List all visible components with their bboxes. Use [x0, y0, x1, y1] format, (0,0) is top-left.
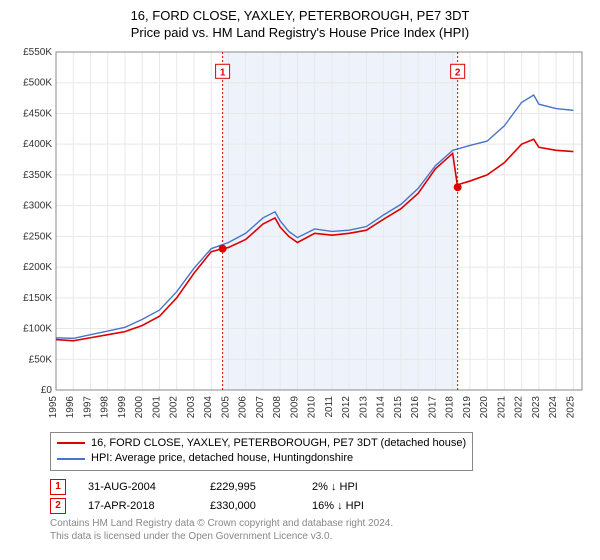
svg-text:£550K: £550K [23, 47, 52, 58]
svg-text:2005: 2005 [220, 395, 231, 418]
svg-text:2010: 2010 [307, 395, 318, 418]
title-line2: Price paid vs. HM Land Registry's House … [12, 25, 588, 42]
footer-attribution: Contains HM Land Registry data © Crown c… [50, 517, 588, 543]
svg-text:2025: 2025 [565, 395, 576, 418]
svg-text:1996: 1996 [65, 395, 76, 418]
title-line1: 16, FORD CLOSE, YAXLEY, PETERBOROUGH, PE… [12, 8, 588, 25]
transaction-row: 2 17-APR-2018 £330,000 16% ↓ HPI [50, 498, 588, 514]
legend-label: 16, FORD CLOSE, YAXLEY, PETERBOROUGH, PE… [91, 436, 466, 451]
svg-text:2016: 2016 [410, 395, 421, 418]
svg-text:£200K: £200K [23, 262, 52, 273]
svg-text:2006: 2006 [238, 395, 249, 418]
transactions-table: 1 31-AUG-2004 £229,995 2% ↓ HPI 2 17-APR-2018… [50, 479, 588, 514]
footer-line1: Contains HM Land Registry data © Crown c… [50, 517, 588, 530]
svg-text:1: 1 [220, 67, 226, 78]
chart-title: 16, FORD CLOSE, YAXLEY, PETERBOROUGH, PE… [12, 8, 588, 42]
svg-text:1995: 1995 [48, 395, 59, 418]
svg-text:1998: 1998 [100, 395, 111, 418]
svg-text:2003: 2003 [186, 395, 197, 418]
svg-text:£50K: £50K [29, 354, 53, 365]
svg-text:2000: 2000 [134, 395, 145, 418]
footer-line2: This data is licensed under the Open Gov… [50, 530, 588, 543]
legend-row: HPI: Average price, detached house, Hunt… [57, 451, 466, 466]
svg-text:£150K: £150K [23, 293, 52, 304]
transaction-date: 17-APR-2018 [88, 500, 188, 512]
chart-plot: £0 £50K £100K £150K £200K £250K £300K £350K £400… [12, 46, 588, 426]
transaction-delta: 16% ↓ HPI [312, 500, 364, 512]
svg-text:2015: 2015 [393, 395, 404, 418]
svg-text:£350K: £350K [23, 170, 52, 181]
legend-swatch [57, 458, 85, 460]
svg-text:2002: 2002 [169, 395, 180, 418]
svg-text:£0: £0 [41, 385, 53, 396]
svg-text:2011: 2011 [324, 395, 335, 417]
transaction-marker: 1 [50, 479, 66, 495]
svg-text:2019: 2019 [462, 395, 473, 418]
legend-label: HPI: Average price, detached house, Hunt… [91, 451, 353, 466]
svg-text:2007: 2007 [255, 395, 266, 418]
svg-text:2023: 2023 [531, 395, 542, 418]
svg-text:2004: 2004 [203, 395, 214, 418]
svg-text:2021: 2021 [496, 395, 507, 418]
chart-container: 16, FORD CLOSE, YAXLEY, PETERBOROUGH, PE… [0, 0, 600, 560]
transaction-price: £229,995 [210, 481, 290, 493]
svg-text:1997: 1997 [82, 395, 93, 418]
transaction-row: 1 31-AUG-2004 £229,995 2% ↓ HPI [50, 479, 588, 495]
svg-text:2022: 2022 [514, 395, 525, 418]
svg-text:£250K: £250K [23, 231, 52, 242]
svg-text:2012: 2012 [341, 395, 352, 418]
legend: 16, FORD CLOSE, YAXLEY, PETERBOROUGH, PE… [50, 432, 473, 471]
svg-text:2020: 2020 [479, 395, 490, 418]
svg-text:2013: 2013 [358, 395, 369, 418]
svg-text:£100K: £100K [23, 323, 52, 334]
svg-text:2014: 2014 [376, 395, 387, 418]
chart-svg: £0 £50K £100K £150K £200K £250K £300K £350K £400… [12, 46, 588, 426]
svg-text:2001: 2001 [151, 395, 162, 418]
transaction-marker: 2 [50, 498, 66, 514]
transaction-delta: 2% ↓ HPI [312, 481, 358, 493]
transaction-price: £330,000 [210, 500, 290, 512]
svg-text:2008: 2008 [272, 395, 283, 418]
svg-text:2024: 2024 [548, 395, 559, 418]
svg-text:£400K: £400K [23, 139, 52, 150]
svg-text:2018: 2018 [445, 395, 456, 418]
svg-text:2017: 2017 [427, 395, 438, 418]
svg-text:£500K: £500K [23, 78, 52, 89]
svg-text:2009: 2009 [289, 395, 300, 418]
svg-text:£300K: £300K [23, 200, 52, 211]
legend-row: 16, FORD CLOSE, YAXLEY, PETERBOROUGH, PE… [57, 436, 466, 451]
svg-text:1999: 1999 [117, 395, 128, 418]
svg-text:2: 2 [455, 67, 461, 78]
transaction-date: 31-AUG-2004 [88, 481, 188, 493]
legend-swatch [57, 442, 85, 444]
svg-text:£450K: £450K [23, 108, 52, 119]
